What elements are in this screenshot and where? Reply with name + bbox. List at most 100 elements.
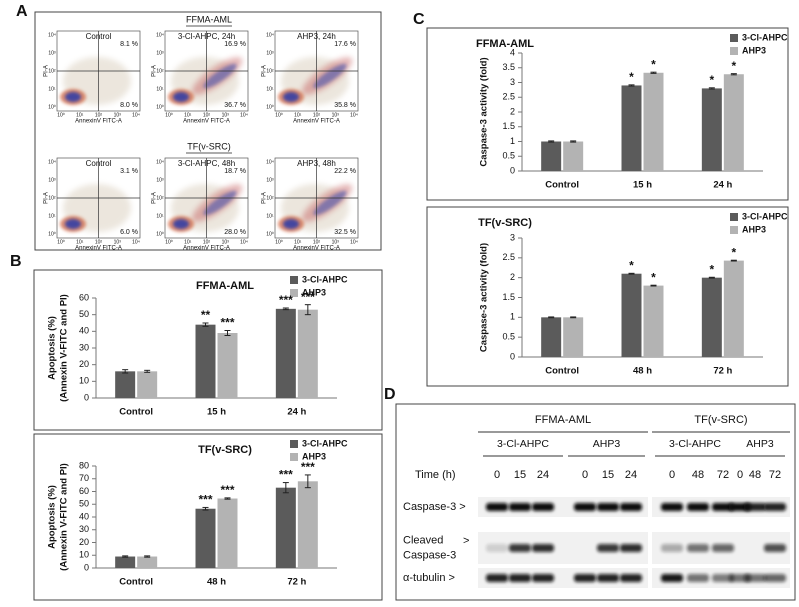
x-tick-label: Control	[119, 407, 153, 418]
blot-band	[712, 574, 734, 582]
cell-cloud	[313, 63, 347, 89]
y-tick-label: 50	[79, 499, 89, 509]
blot-band	[597, 544, 619, 552]
time-point: 15	[514, 469, 526, 481]
flow-x-tick: 10²	[95, 239, 103, 245]
bar	[115, 556, 136, 568]
blot-band	[712, 544, 734, 552]
blot-band	[620, 574, 642, 582]
flow-y-tick: 10²	[266, 195, 274, 201]
legend-swatch	[290, 453, 298, 461]
blot-band	[764, 503, 786, 511]
flow-x-tick: 10⁴	[240, 239, 248, 245]
flow-x-tick: 10²	[313, 112, 321, 118]
x-tick-label: 15 h	[207, 407, 226, 418]
x-tick-label: 15 h	[633, 180, 652, 191]
flow-x-tick: 10²	[203, 239, 211, 245]
flow-x-tick: 10²	[95, 112, 103, 118]
y-tick-label: 30	[79, 342, 89, 352]
time-point: 48	[749, 469, 761, 481]
flow-y-tick: 10³	[266, 50, 274, 56]
quadrant-percent: 6.0 %	[120, 229, 138, 236]
flow-x-tick: 10¹	[294, 239, 302, 245]
y-tick-label: 40	[79, 326, 89, 336]
time-point: 48	[692, 469, 704, 481]
flow-x-tick: 10³	[222, 112, 230, 118]
bar	[701, 277, 722, 357]
blot-band	[486, 503, 508, 511]
flow-x-tick: 10¹	[76, 239, 84, 245]
legend-swatch	[730, 47, 738, 55]
x-tick-label: 24 h	[713, 180, 732, 191]
flow-x-tick: 10¹	[184, 239, 192, 245]
blot-band	[661, 544, 683, 552]
significance: *	[629, 258, 634, 272]
treatment-label: AHP3	[746, 438, 774, 450]
y-tick-label: 0.5	[502, 151, 515, 161]
cell-cloud	[173, 92, 189, 102]
bar	[563, 141, 584, 171]
blot-band	[712, 503, 734, 511]
y-axis-label: Apoptosis (%)	[47, 316, 58, 380]
time-point: 24	[537, 469, 549, 481]
y-tick-label: 1	[510, 136, 515, 146]
y-tick-label: 2.5	[502, 92, 515, 102]
quadrant-percent: 35.8 %	[334, 102, 356, 109]
flow-x-tick: 10⁴	[240, 112, 248, 118]
cell-cloud	[65, 92, 81, 102]
plot-label: Control	[86, 159, 112, 168]
y-axis-label: (Annexin V-FITC and PI)	[59, 463, 70, 571]
blot-strip	[478, 568, 648, 588]
time-point: 24	[625, 469, 637, 481]
flow-y-tick: 10⁴	[156, 32, 164, 38]
flow-y-tick: 10¹	[48, 86, 56, 92]
flow-x-tick: 10⁰	[57, 112, 65, 118]
flow-x-label: AnnexinV FITC-A	[75, 119, 122, 125]
y-tick-label: 2	[510, 106, 515, 116]
flow-x-label: AnnexinV FITC-A	[293, 119, 340, 125]
y-tick-label: 30	[79, 524, 89, 534]
blot-band	[687, 544, 709, 552]
flow-y-label: PI-A	[44, 192, 50, 204]
plot-label: AHP3, 48h	[297, 159, 336, 168]
bar	[723, 74, 744, 171]
significance: ***	[220, 483, 234, 497]
y-tick-label: 80	[79, 460, 89, 470]
blot-band	[687, 503, 709, 511]
y-axis-label: Apoptosis (%)	[47, 485, 58, 549]
x-tick-label: 48 h	[633, 366, 652, 377]
flow-x-tick: 10⁰	[57, 239, 65, 245]
significance: *	[709, 73, 714, 87]
y-tick-label: 0	[84, 392, 89, 402]
bar	[541, 141, 562, 171]
legend-label: AHP3	[302, 451, 326, 461]
time-point: 72	[717, 469, 729, 481]
bar	[275, 308, 296, 398]
chart-title: TF(v-SRC)	[478, 217, 532, 229]
blot-band	[532, 503, 554, 511]
blot-band	[574, 503, 596, 511]
y-tick-label: 2.5	[502, 252, 515, 262]
blot-strip	[478, 497, 648, 517]
panel-label: B	[10, 253, 22, 270]
cell-cloud	[173, 219, 189, 229]
flow-y-tick: 10⁴	[48, 32, 56, 38]
flow-y-tick: 10²	[156, 195, 164, 201]
time-point: 72	[769, 469, 781, 481]
flow-x-tick: 10⁰	[275, 112, 283, 118]
blot-band	[486, 574, 508, 582]
significance: *	[709, 262, 714, 276]
bar	[541, 317, 562, 357]
group-title: TF(v-SRC)	[187, 141, 231, 151]
flow-y-label: PI-A	[152, 65, 158, 77]
flow-x-tick: 10⁰	[165, 239, 173, 245]
quadrant-percent: 8.1 %	[120, 41, 138, 48]
blot-band	[509, 503, 531, 511]
flow-x-tick: 10³	[114, 112, 122, 118]
blot-band	[597, 574, 619, 582]
significance: *	[731, 245, 736, 259]
cell-cloud	[203, 190, 237, 216]
cell-cloud	[65, 219, 81, 229]
treatment-label: 3-Cl-AHPC	[497, 438, 549, 450]
